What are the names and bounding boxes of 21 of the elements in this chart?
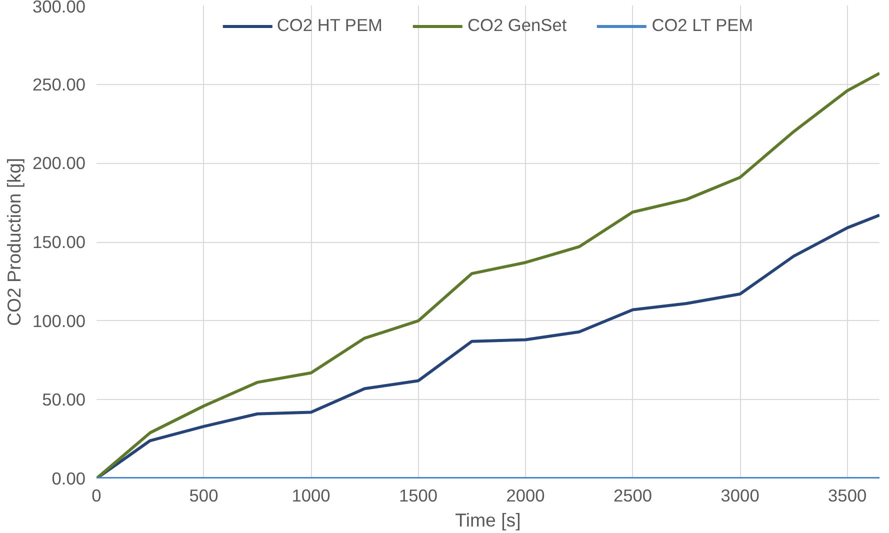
x-tick-label: 1500 — [399, 486, 438, 506]
legend-label: CO2 LT PEM — [652, 15, 754, 36]
y-tick-label: 100.00 — [32, 310, 86, 331]
x-tick-label: 500 — [189, 486, 218, 506]
y-axis-title: CO2 Production [kg] — [4, 158, 24, 326]
x-tick-label: 0 — [92, 486, 102, 506]
y-tick-label: 50.00 — [42, 390, 86, 410]
y-tick-label: 300.00 — [32, 0, 86, 16]
y-tick-label: 250.00 — [32, 74, 86, 94]
y-tick-label: 0.00 — [52, 468, 86, 488]
legend-label: CO2 GenSet — [467, 15, 567, 36]
y-tick-label: 200.00 — [32, 153, 86, 174]
legend-label: CO2 HT PEM — [276, 15, 382, 36]
x-tick-label: 2000 — [506, 486, 545, 506]
line-series — [96, 72, 880, 478]
x-tick-label: 1000 — [292, 486, 330, 506]
y-tick-label: 150.00 — [32, 232, 86, 252]
x-tick-label: 3500 — [828, 486, 867, 506]
x-tick-label: 3000 — [720, 486, 760, 506]
x-axis-title: Time [s] — [455, 510, 521, 530]
x-tick-label: 2500 — [614, 486, 652, 506]
